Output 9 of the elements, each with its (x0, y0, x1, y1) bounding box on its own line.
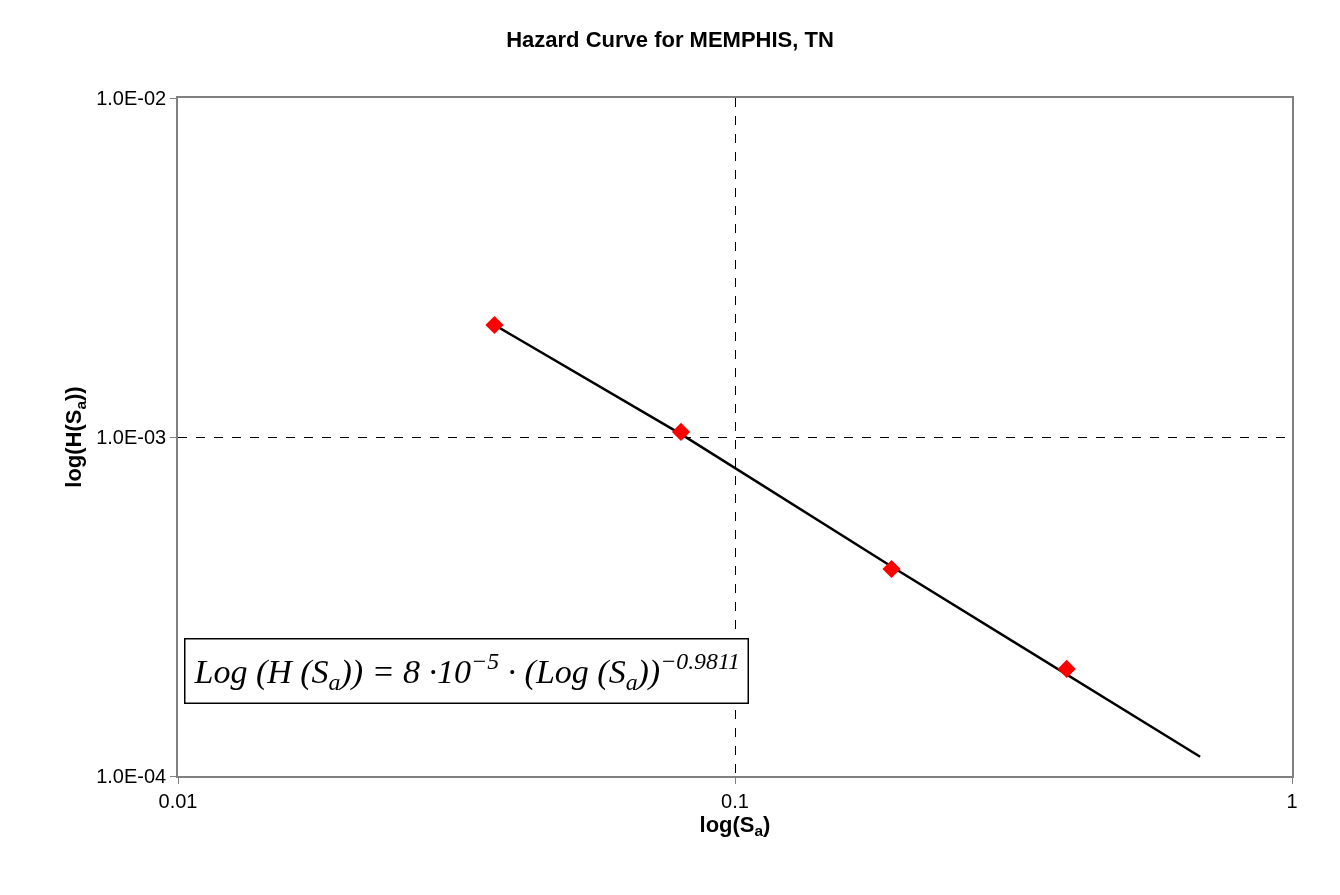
y-tick-label: 1.0E-04 (96, 765, 167, 787)
y-tick-label: 1.0E-02 (96, 87, 167, 109)
x-tick-label: 1 (1286, 789, 1298, 812)
y-tick-label: 1.0E-03 (96, 426, 167, 448)
annotation: Log (H (S$_{a}$)) = 8 ·10$^{−5}$ · (Log (S$_{a}$))$^{−0.9811}$ (193, 647, 740, 695)
x-axis-title: log(S$_{a}$) (699, 811, 771, 840)
chart-title: Hazard Curve for MEMPHIS, TN (506, 26, 834, 52)
x-tick-label: 0.1 (721, 789, 749, 812)
x-tick-label: 0.01 (158, 789, 198, 812)
